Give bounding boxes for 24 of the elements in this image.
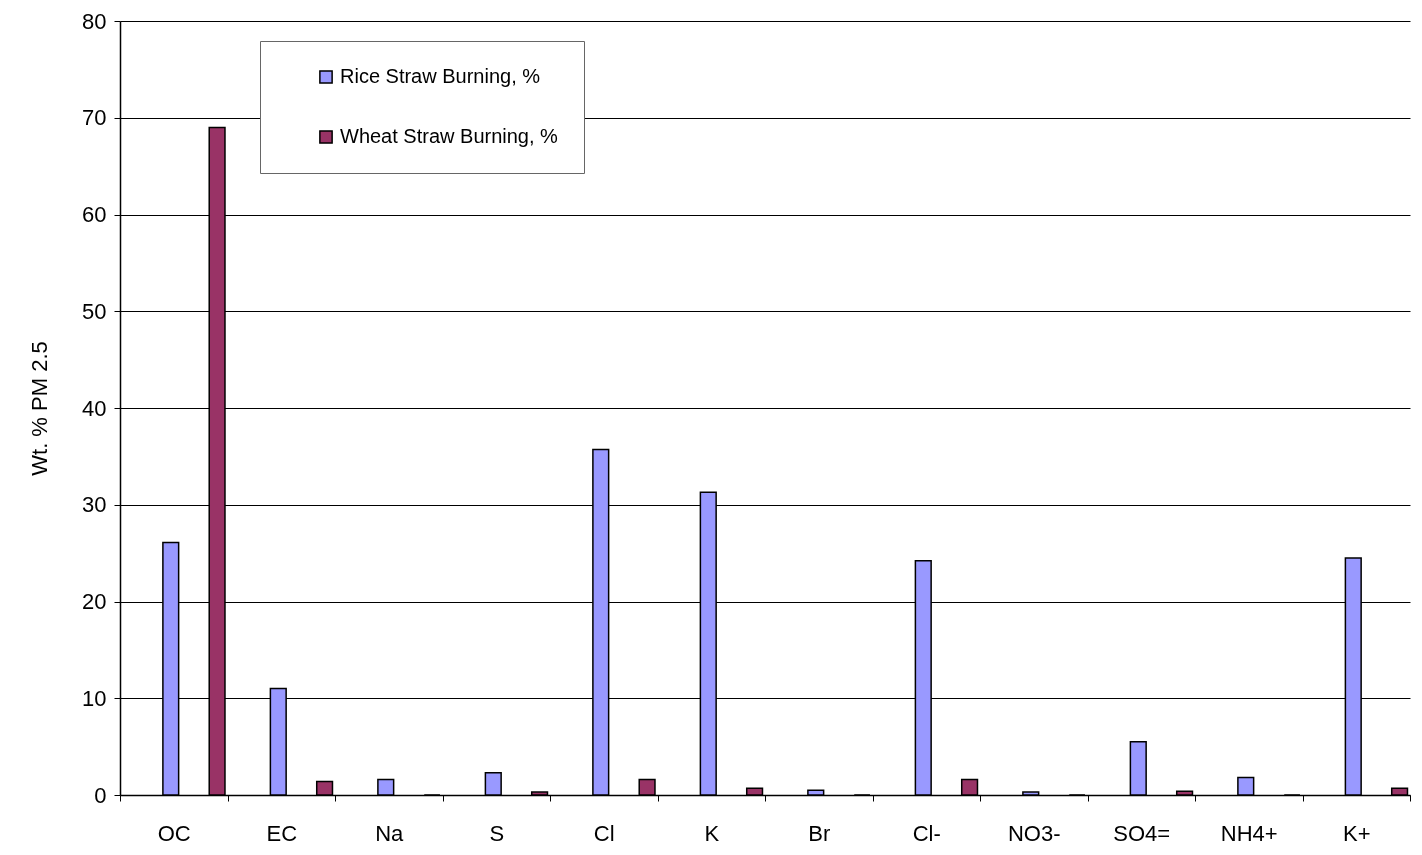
y-tick-label: 20 bbox=[82, 589, 107, 614]
y-tick-label: 10 bbox=[82, 685, 107, 711]
x-tick-label: S bbox=[489, 820, 505, 846]
legend-label: Rice Straw Burning, % bbox=[340, 65, 541, 87]
x-tick-label: Na bbox=[375, 820, 405, 846]
x-tick-label: NH4+ bbox=[1220, 820, 1278, 846]
x-tick-label: OC bbox=[157, 820, 191, 846]
x-tick-label: Cl- bbox=[912, 820, 941, 846]
y-tick-label: 30 bbox=[82, 492, 107, 518]
y-tick-label: 80 bbox=[82, 8, 107, 34]
x-tick-label: K+ bbox=[1342, 820, 1371, 846]
x-tick-label: K bbox=[704, 820, 720, 846]
y-axis-title: Wt. % PM 2.5 bbox=[27, 341, 53, 476]
y-tick-label: 0 bbox=[94, 782, 107, 808]
x-tick-label: Cl bbox=[593, 820, 615, 846]
y-tick-label: 70 bbox=[82, 105, 107, 131]
y-tick-label: 50 bbox=[82, 298, 107, 324]
x-tick-label: EC bbox=[266, 820, 298, 846]
x-tick-label: SO4= bbox=[1113, 820, 1171, 846]
y-tick-label: 60 bbox=[82, 202, 107, 227]
y-tick-label: 40 bbox=[82, 395, 107, 421]
x-tick-label: NO3- bbox=[1007, 820, 1061, 846]
legend-label: Wheat Straw Burning, % bbox=[340, 125, 559, 147]
x-tick-label: Br bbox=[808, 820, 831, 846]
